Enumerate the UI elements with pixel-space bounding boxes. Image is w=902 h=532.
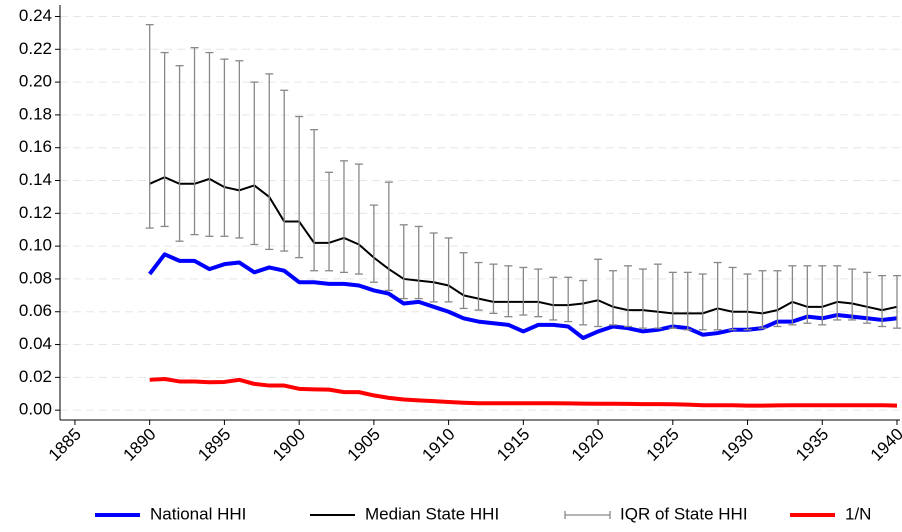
x-tick-label: 1885 bbox=[45, 425, 85, 465]
y-tick-label: 0.18 bbox=[19, 104, 52, 123]
error-bar bbox=[519, 266, 528, 316]
error-bar bbox=[474, 261, 483, 311]
x-tick-label: 1925 bbox=[643, 425, 683, 465]
x-tick-label: 1940 bbox=[867, 425, 902, 465]
x-tick-label: 1915 bbox=[493, 425, 533, 465]
error-bar bbox=[788, 265, 797, 326]
error-bar bbox=[803, 265, 812, 324]
error-bar bbox=[564, 276, 573, 323]
error-bar bbox=[235, 60, 244, 239]
error-bar bbox=[354, 163, 363, 275]
error-bar bbox=[145, 24, 154, 229]
error-bar bbox=[265, 73, 274, 251]
error-bar bbox=[863, 271, 872, 324]
error-bar bbox=[250, 81, 259, 246]
error-bar bbox=[280, 89, 289, 252]
error-bar bbox=[414, 225, 423, 300]
error-bar bbox=[175, 65, 184, 242]
error-bar bbox=[728, 266, 737, 331]
y-tick-label: 0.16 bbox=[19, 137, 52, 156]
y-tick-label: 0.12 bbox=[19, 203, 52, 222]
error-bar bbox=[459, 252, 468, 310]
series-line bbox=[149, 376, 898, 408]
error-bar bbox=[609, 270, 618, 326]
y-tick-label: 0.06 bbox=[19, 301, 52, 320]
x-tick-label: 1905 bbox=[344, 425, 384, 465]
y-tick-label: 0.22 bbox=[19, 39, 52, 58]
y-tick-label: 0.02 bbox=[19, 367, 52, 386]
x-tick-label: 1935 bbox=[792, 425, 832, 465]
error-bar bbox=[668, 271, 677, 329]
error-bar bbox=[638, 268, 647, 329]
y-tick-label: 0.00 bbox=[19, 400, 52, 419]
y-tick-label: 0.08 bbox=[19, 268, 52, 287]
error-bar bbox=[444, 237, 453, 303]
y-tick-label: 0.10 bbox=[19, 236, 52, 255]
error-bar bbox=[295, 115, 304, 259]
y-tick-label: 0.14 bbox=[19, 170, 52, 189]
error-bar bbox=[310, 129, 319, 272]
error-bar bbox=[579, 279, 588, 326]
x-tick-label: 1895 bbox=[194, 425, 234, 465]
x-tick-label: 1930 bbox=[717, 425, 757, 465]
error-bar bbox=[653, 263, 662, 329]
error-bar bbox=[878, 275, 887, 328]
y-tick-label: 0.04 bbox=[19, 334, 52, 353]
y-tick-label: 0.20 bbox=[19, 72, 52, 91]
error-bar bbox=[893, 275, 902, 329]
series-line bbox=[148, 252, 898, 340]
error-bar bbox=[848, 268, 857, 321]
error-bar bbox=[399, 224, 408, 300]
error-bar bbox=[594, 258, 603, 328]
error-bar bbox=[504, 265, 513, 318]
error-bar bbox=[325, 171, 334, 272]
error-bar bbox=[429, 232, 438, 303]
error-bar bbox=[683, 271, 692, 331]
x-tick-label: 1890 bbox=[119, 425, 159, 465]
error-bar bbox=[698, 273, 707, 331]
error-bar bbox=[339, 160, 348, 274]
error-bar bbox=[833, 265, 842, 321]
error-bar bbox=[489, 263, 498, 315]
error-bar bbox=[160, 51, 169, 228]
error-bar bbox=[384, 181, 393, 292]
error-bar bbox=[549, 276, 558, 321]
legend-label: National HHI bbox=[150, 504, 246, 523]
error-bar bbox=[190, 46, 199, 236]
error-bar bbox=[773, 270, 782, 328]
error-bar bbox=[818, 265, 827, 326]
legend-label: Median State HHI bbox=[365, 504, 499, 523]
error-bar bbox=[713, 261, 722, 331]
error-bar bbox=[220, 58, 229, 237]
x-tick-label: 1910 bbox=[418, 425, 458, 465]
x-tick-label: 1920 bbox=[568, 425, 608, 465]
y-tick-label: 0.24 bbox=[19, 6, 52, 25]
x-tick-label: 1900 bbox=[269, 425, 309, 465]
error-bar bbox=[743, 273, 752, 331]
error-bar bbox=[758, 270, 767, 329]
error-bar bbox=[205, 51, 214, 237]
legend-label: IQR of State HHI bbox=[620, 504, 748, 523]
error-bar bbox=[534, 268, 543, 318]
error-bar bbox=[369, 204, 378, 283]
legend-label: 1/N bbox=[845, 504, 871, 523]
error-bar bbox=[623, 265, 632, 328]
